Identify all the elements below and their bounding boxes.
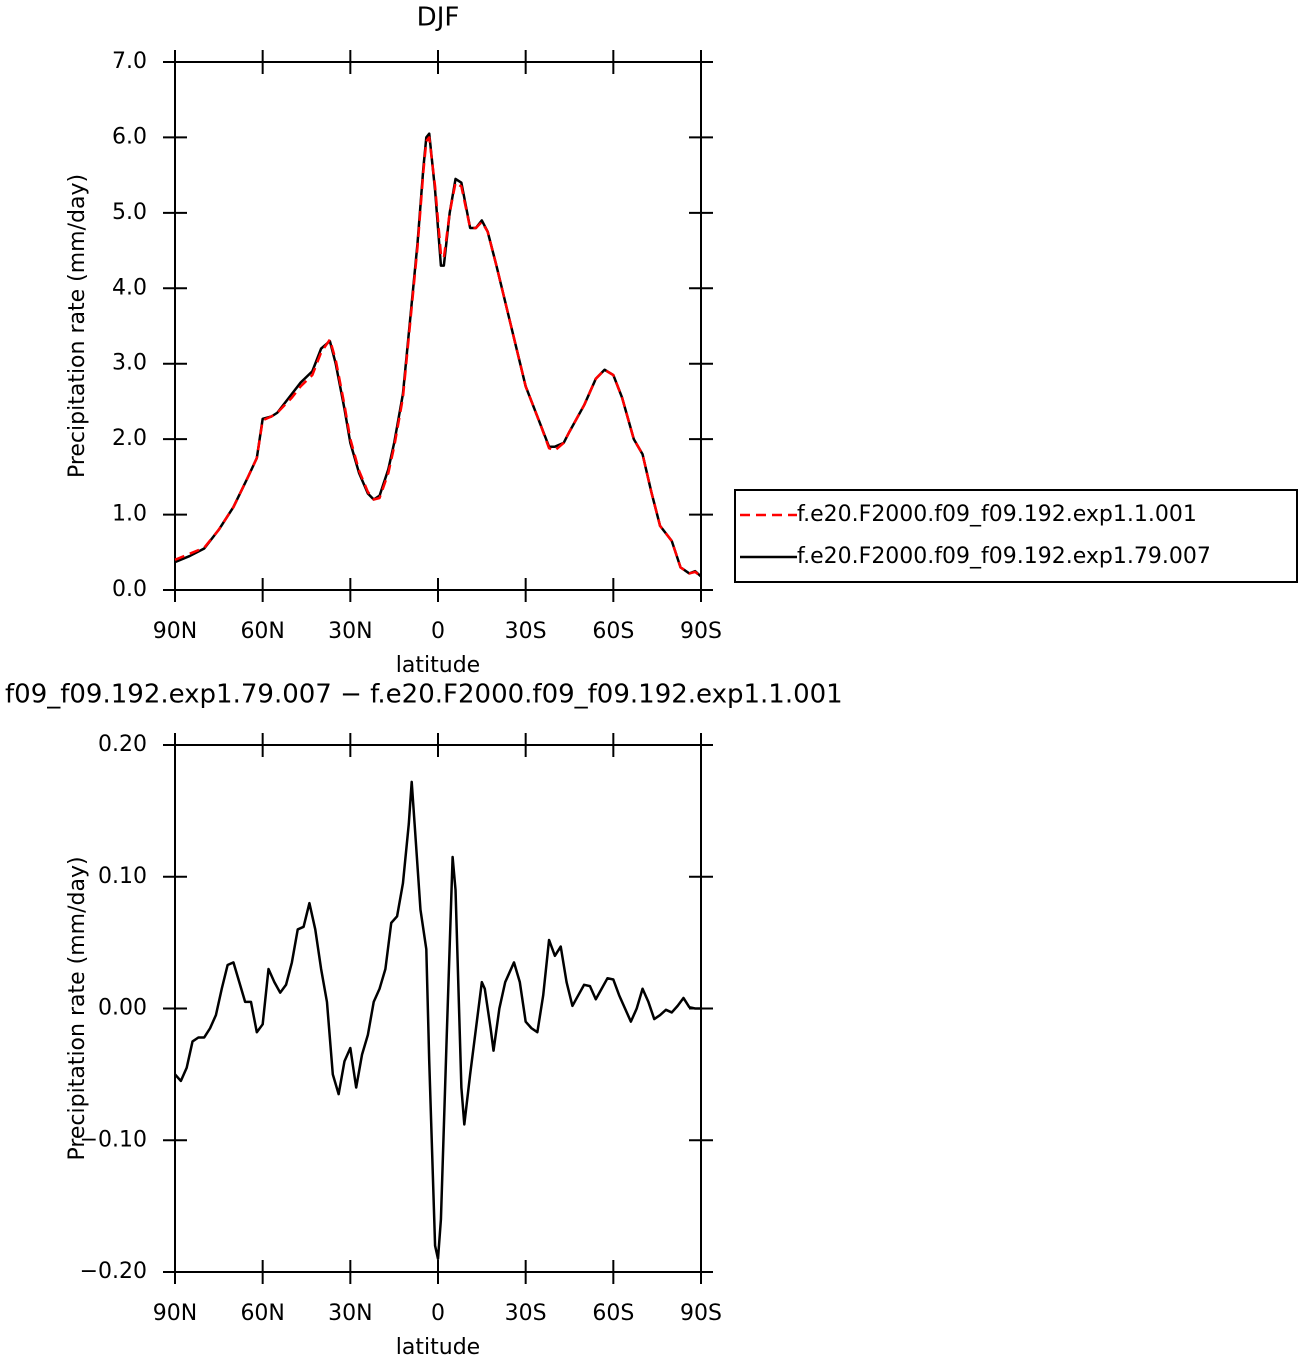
x-tick-label: 90S — [680, 619, 722, 644]
y-tick-label: 0.00 — [98, 996, 147, 1021]
series-line — [174, 780, 701, 1261]
y-tick-label: 2.0 — [112, 426, 147, 451]
x-tick-label: 90N — [153, 1301, 197, 1326]
x-tick-label: 30S — [505, 619, 547, 644]
series-line — [174, 136, 702, 578]
x-tick-label: 60S — [592, 1301, 634, 1326]
legend-label: f.e20.F2000.f09_f09.192.exp1.79.007 — [797, 544, 1211, 569]
x-tick-label: 30S — [505, 1301, 547, 1326]
y-axis-label: Precipitation rate (mm/day) — [65, 856, 90, 1160]
plot-frame — [174, 744, 702, 1273]
y-axis-label: Precipitation rate (mm/day) — [65, 174, 90, 478]
y-tick-label: 3.0 — [112, 351, 147, 376]
x-tick-label: 30N — [328, 1301, 372, 1326]
y-tick-label: 1.0 — [112, 502, 147, 527]
x-tick-label: 90S — [680, 1301, 722, 1326]
series-line — [174, 132, 702, 578]
y-tick-label: 4.0 — [112, 275, 147, 300]
x-axis-label: latitude — [396, 1335, 480, 1360]
legend-label: f.e20.F2000.f09_f09.192.exp1.1.001 — [797, 502, 1197, 527]
plot-frame — [174, 61, 702, 591]
x-tick-label: 60S — [592, 619, 634, 644]
x-tick-label: 60N — [240, 1301, 284, 1326]
y-tick-label: 0.10 — [98, 864, 147, 889]
y-tick-label: 0.20 — [98, 732, 147, 757]
x-tick-label: 30N — [328, 619, 372, 644]
y-tick-label: 5.0 — [112, 200, 147, 225]
x-axis-label: latitude — [396, 653, 480, 678]
x-tick-label: 60N — [240, 619, 284, 644]
x-tick-label: 90N — [153, 619, 197, 644]
x-tick-label: 0 — [431, 619, 445, 644]
y-tick-label: 7.0 — [112, 49, 147, 74]
y-tick-label: −0.10 — [80, 1127, 147, 1152]
y-tick-label: 6.0 — [112, 124, 147, 149]
y-tick-label: −0.20 — [80, 1259, 147, 1284]
y-tick-label: 0.0 — [112, 577, 147, 602]
chart-title: DJF — [417, 3, 460, 33]
x-tick-label: 0 — [431, 1301, 445, 1326]
chart-title: f09_f09.192.exp1.79.007 − f.e20.F2000.f0… — [5, 680, 843, 710]
legend-box — [734, 489, 1298, 583]
